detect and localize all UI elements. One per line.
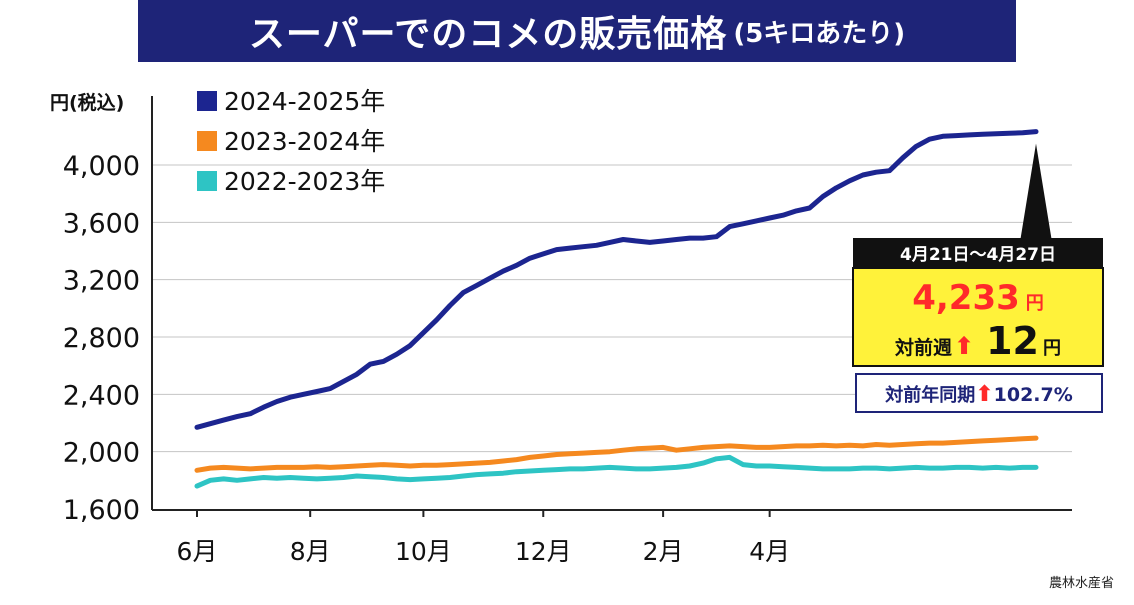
callout-week-change: 対前週⬆ 12 円 xyxy=(894,319,1061,363)
yoy-change: 対前年同期⬆102.7% xyxy=(884,382,1073,407)
callout-pointer xyxy=(1020,143,1052,242)
x-tick-label: 2月 xyxy=(643,537,684,566)
title-sub: (5キロあたり) xyxy=(733,18,906,49)
legend-swatch xyxy=(197,91,217,111)
x-tick-label: 12月 xyxy=(515,537,572,566)
series-line xyxy=(194,454,1039,489)
chart-title: スーパーでのコメの販売価格 (5キロあたり) xyxy=(138,0,1016,62)
legend-swatch xyxy=(197,131,217,151)
yoy-box xyxy=(855,373,1103,413)
legend-label: 2022-2023年 xyxy=(224,167,385,196)
series-line xyxy=(194,129,1039,430)
series-line xyxy=(194,435,1039,473)
y-tick-label: 3,600 xyxy=(63,208,140,239)
legend-label: 2023-2024年 xyxy=(224,127,385,156)
source-credit: 農林水産省 xyxy=(1048,576,1114,591)
y-tick-label: 2,400 xyxy=(63,380,140,411)
callout-period: 4月21日～4月27日 xyxy=(900,245,1056,265)
y-axis-label: 円(税込) xyxy=(50,91,124,114)
y-tick-label: 4,000 xyxy=(63,151,140,182)
y-tick-label: 3,200 xyxy=(63,266,140,297)
legend-label: 2024-2025年 xyxy=(224,87,385,116)
legend-swatch xyxy=(197,171,217,191)
callout-header xyxy=(853,238,1103,268)
title-main: スーパーでのコメの販売価格 xyxy=(248,14,728,55)
callout-box xyxy=(852,267,1104,367)
x-tick-label: 4月 xyxy=(749,537,790,566)
y-tick-label: 2,800 xyxy=(63,323,140,354)
callout-price: 4,233 円 xyxy=(912,278,1044,318)
y-tick-label: 2,000 xyxy=(63,438,140,469)
y-tick-label: 1,600 xyxy=(63,495,140,526)
x-tick-label: 10月 xyxy=(395,537,452,566)
x-tick-label: 8月 xyxy=(290,537,331,566)
x-tick-label: 6月 xyxy=(177,537,218,566)
